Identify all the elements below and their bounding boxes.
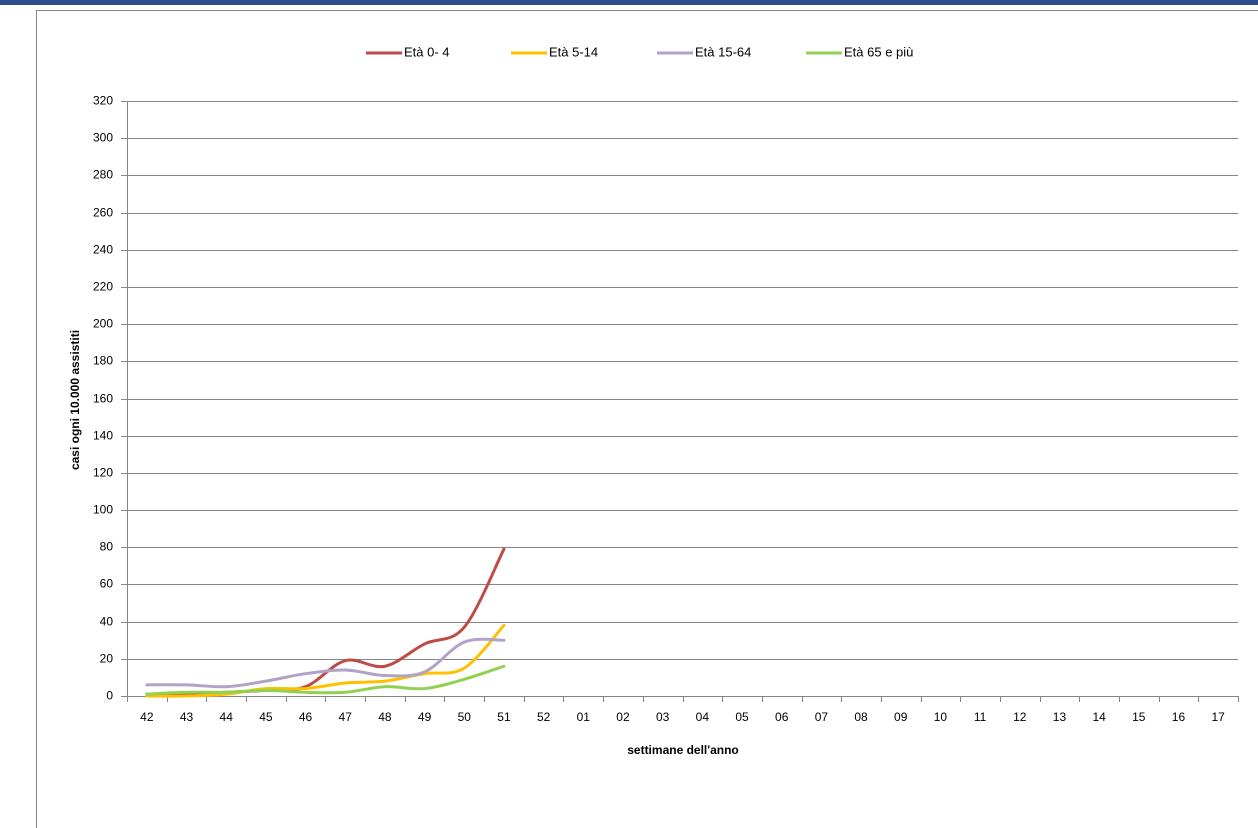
x-tick-label: 44: [220, 710, 234, 724]
y-tick-label: 160: [93, 392, 113, 406]
y-tick-label: 100: [93, 503, 113, 517]
x-tick-label: 06: [775, 710, 789, 724]
y-tick-label: 200: [93, 317, 113, 331]
x-tick-label: 10: [934, 710, 948, 724]
legend-label: Età 5-14: [549, 44, 598, 59]
y-tick-label: 280: [93, 168, 113, 182]
x-tick-label: 14: [1092, 710, 1106, 724]
x-tick-label: 16: [1172, 710, 1186, 724]
y-tick-label: 120: [93, 466, 113, 480]
x-tick-label: 43: [180, 710, 194, 724]
x-tick-label: 11: [974, 710, 987, 724]
x-tick-label: 51: [497, 710, 511, 724]
x-tick-label: 02: [616, 710, 630, 724]
y-tick-label: 60: [100, 577, 114, 591]
top-band: [0, 0, 1258, 5]
y-tick-label: 0: [106, 689, 113, 703]
x-tick-label: 47: [339, 710, 353, 724]
x-tick-label: 42: [140, 710, 154, 724]
y-tick-label: 140: [93, 429, 113, 443]
legend-label: Età 15-64: [695, 44, 751, 59]
x-tick-label: 49: [418, 710, 432, 724]
x-tick-label: 13: [1053, 710, 1067, 724]
x-tick-label: 17: [1211, 710, 1225, 724]
legend-label: Età 0- 4: [404, 44, 450, 59]
y-tick-label: 220: [93, 280, 113, 294]
x-tick-label: 09: [894, 710, 908, 724]
x-tick-label: 48: [378, 710, 392, 724]
y-tick-label: 260: [93, 206, 113, 220]
x-tick-label: 50: [458, 710, 472, 724]
y-tick-label: 40: [100, 615, 114, 629]
y-tick-label: 180: [93, 354, 113, 368]
series-line: [145, 637, 506, 689]
y-tick-label: 20: [100, 652, 114, 666]
x-tick-label: 05: [735, 710, 749, 724]
x-tick-label: 03: [656, 710, 670, 724]
x-tick-label: 15: [1132, 710, 1146, 724]
x-tick-label: 04: [696, 710, 710, 724]
x-tick-label: 01: [577, 710, 591, 724]
x-tick-label: 46: [299, 710, 313, 724]
y-tick-label: 80: [100, 540, 114, 554]
y-axis-title: casi ogni 10.000 assistiti: [68, 330, 82, 470]
y-tick-label: 300: [93, 131, 113, 145]
x-tick-label: 08: [854, 710, 868, 724]
y-tick-label: 320: [93, 94, 113, 108]
legend-label: Età 65 e più: [844, 44, 913, 59]
x-axis-title: settimane dell'anno: [627, 743, 739, 757]
x-tick-label: 07: [815, 710, 829, 724]
series-line: [145, 623, 506, 698]
x-tick-label: 52: [537, 710, 551, 724]
y-tick-label: 240: [93, 243, 113, 257]
x-tick-label: 12: [1013, 710, 1027, 724]
x-tick-label: 45: [259, 710, 273, 724]
series-line: [145, 664, 506, 696]
